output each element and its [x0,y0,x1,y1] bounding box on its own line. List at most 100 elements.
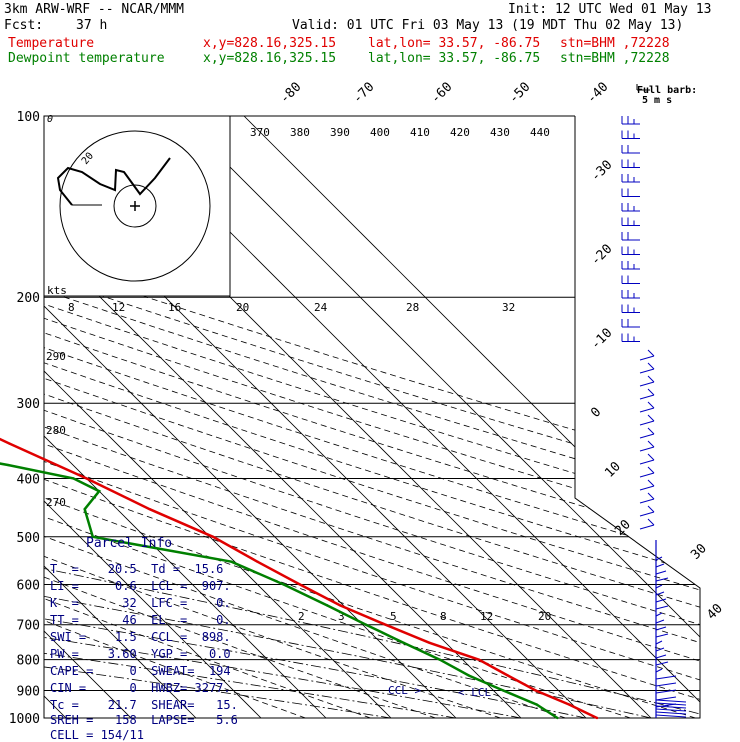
forecast-label: Fcst: [4,18,44,33]
wind-barb-staff [639,381,655,387]
isotherm-label: 20 [612,517,634,539]
temperature-point [534,689,537,692]
dewpoint-point [6,463,10,467]
wind-barb-feather [655,696,677,701]
parcel-row: CELL = 154/11 [50,728,144,742]
hodograph-trace [56,157,171,206]
wind-barb-staff [639,433,655,439]
mixing-ratio-label: 20 [538,610,551,623]
hodograph-ring-label-0: 0 [47,114,53,125]
wind-barb-feather [655,633,669,638]
dry-adiabat-lines [44,116,700,718]
dewpoint-point [402,641,405,644]
dewpoint-latlon: lat,lon= 33.57, -86.75 [368,51,541,66]
speed-tick-label: 20 [236,301,249,314]
dewpoint-point [83,508,86,511]
wind-barb-feather [655,675,677,680]
wind-barb-feather [655,584,663,589]
temperature-point [85,477,88,480]
temperature-point [477,658,481,661]
wind-barb-feather [647,453,655,461]
hodograph-ring-inner [113,184,157,228]
dry-adiabat [44,116,700,718]
isotherm-label: 10 [602,459,624,481]
theta-label: 280 [46,424,66,437]
speed-tick-label: 32 [502,301,515,314]
parcel-info-title: Parcel Info [86,536,173,551]
wind-barb-feather [655,626,667,631]
hodograph: 0 20 kts [43,114,231,297]
temperature-point [384,623,387,626]
isotherm-lines [44,116,700,718]
wind-barb-feather [655,605,669,610]
wind-barb-feather [655,570,667,575]
wind-barb-feather [655,591,665,596]
theta-label: 380 [290,126,310,139]
wind-barb-feather [655,619,665,624]
parcel-row: CIN = 0 HWBZ= 3277. [50,681,231,695]
wind-barbs [621,116,687,718]
wind-barb-feather [647,375,655,383]
mixing-ratio-label: 5 [390,610,397,623]
pressure-labels: 100 200 300 400 500 600 700 800 900 1000 [9,110,40,727]
wind-barb-feather [647,466,655,474]
dewpoint-point [467,674,470,677]
isotherm-label: -50 [506,80,533,107]
theta-label: 410 [410,126,430,139]
isotherm-label: -20 [588,242,615,269]
temperature-point [8,442,11,445]
dewpoint-point [230,560,233,563]
wind-barb-feather [655,711,687,715]
init-time: Init: 12 UTC Wed 01 May 13 [508,2,712,17]
dewpoint-points [6,463,559,720]
dewpoint-location: x,y=828.16,325.15 [203,51,337,66]
theta-label: 440 [530,126,550,139]
speed-tick-label: 28 [406,301,419,314]
pressure-label: 800 [17,654,40,669]
lcl-annotation: < LCL [458,686,491,699]
temperature-point [148,508,151,511]
wind-barb-feather [647,362,655,370]
isotherm-label: -30 [588,158,615,185]
dry-adiabat [44,116,501,718]
isotherm [243,116,700,718]
wind-barb-staff [639,459,655,465]
temperature-point [298,583,301,586]
temperature-points [8,442,599,720]
wind-barb-feather [655,640,663,645]
parcel-row: TT = 46 EL = 0. [50,613,231,627]
parcel-row: SWI = 1.5 CCL = 898. [50,630,231,644]
pressure-label: 100 [17,110,40,125]
theta-label: 420 [450,126,470,139]
wind-barb-staff [639,355,655,361]
hodograph-speed-ticks: 8 12 16 20 24 28 32 [68,301,515,314]
temperature-point [256,560,259,563]
isotherm-label: 40 [704,601,726,623]
dewpoint-series-line [0,462,559,720]
isotherm [44,116,262,718]
valid-time: Valid: 01 UTC Fri 03 May 13 (19 MDT Thu … [292,18,684,33]
speed-tick-label: 12 [112,301,125,314]
wind-barb-feather [647,479,655,487]
temperature-latlon: lat,lon= 33.57, -86.75 [368,36,541,51]
dewpoint-point [282,583,285,586]
hodograph-ring-outer [59,130,211,282]
wind-barb-feather [655,661,669,666]
barb-key-units: 5 m s [642,95,673,106]
wind-barb-feather [647,349,655,357]
isotherm-label: -80 [277,80,304,107]
theta-label: 430 [490,126,510,139]
parcel-row: K = 32 LFC = 0. [50,596,231,610]
mixing-ratio-label: 8 [440,610,447,623]
wind-barb-feather [647,414,655,422]
temperature-legend: Temperature [8,36,95,51]
model-title: 3km ARW-WRF -- NCAR/MMM [4,2,185,17]
dewpoint-point [535,703,539,706]
wind-barb-feather [655,654,667,659]
dewpoint-point [364,623,368,626]
pressure-label: 900 [17,684,40,699]
pressure-label: 600 [17,578,40,593]
wind-barb-feather [647,427,655,435]
temperature-point [338,604,342,607]
